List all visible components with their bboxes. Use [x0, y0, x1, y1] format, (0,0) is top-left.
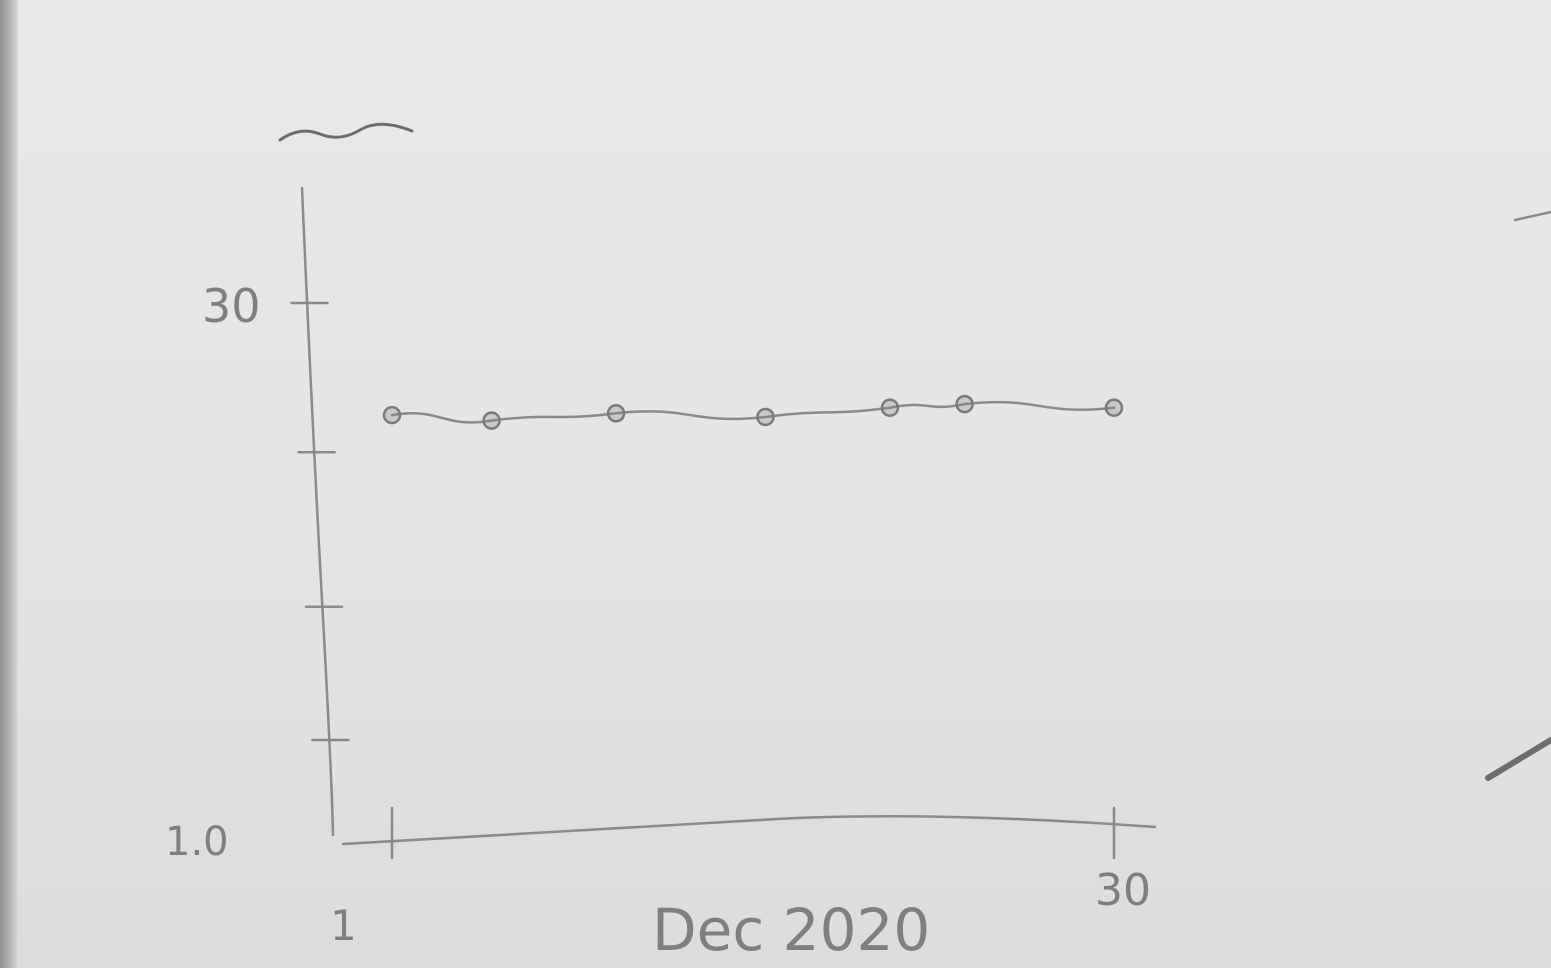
data-point [606, 404, 626, 423]
x-tick-label-start: 1 [330, 901, 357, 950]
title-scribble [278, 122, 414, 142]
stray-pencil-mark-top [1513, 210, 1551, 222]
data-points [382, 394, 1124, 430]
y-tick-label-top: 30 [202, 279, 261, 333]
stray-pencil-mark [1485, 737, 1551, 781]
data-point [1104, 398, 1124, 418]
axis-ticks [290, 301, 1116, 860]
paper-edge-shadow [0, 0, 18, 968]
x-axis-label: Dec 2020 [652, 896, 930, 964]
data-point [955, 394, 974, 414]
x-axis-line [341, 815, 1157, 846]
data-point [482, 411, 501, 430]
data-point [880, 398, 900, 418]
y-axis-line [300, 186, 335, 837]
y-tick-label-bottom: 1.0 [165, 819, 229, 865]
series-line [390, 400, 1116, 424]
x-tick-label-end: 30 [1095, 865, 1151, 916]
data-point [382, 405, 402, 425]
data-point [756, 407, 775, 427]
series-line-group [390, 400, 1116, 424]
